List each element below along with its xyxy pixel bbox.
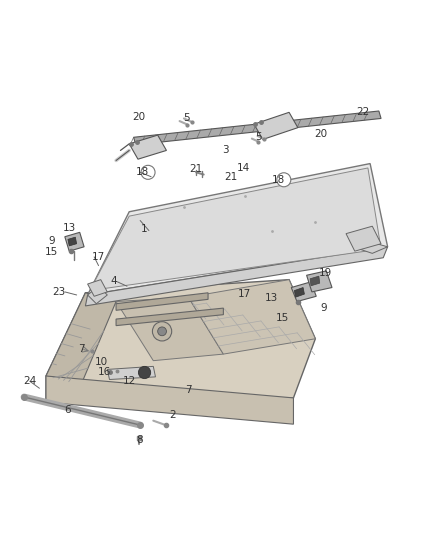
Polygon shape [65, 232, 84, 251]
Text: 3: 3 [222, 146, 229, 156]
Polygon shape [85, 247, 388, 306]
Text: 5: 5 [255, 132, 262, 142]
Text: 14: 14 [237, 163, 250, 173]
Text: 13: 13 [265, 293, 278, 303]
Polygon shape [134, 111, 381, 145]
Text: 18: 18 [272, 175, 285, 185]
Circle shape [138, 366, 151, 378]
Text: 8: 8 [136, 434, 143, 445]
Text: 20: 20 [133, 112, 146, 122]
Text: 21: 21 [190, 164, 203, 174]
Text: 5: 5 [183, 114, 190, 124]
Polygon shape [129, 135, 166, 159]
Text: 19: 19 [318, 268, 332, 278]
Text: 16: 16 [98, 367, 111, 377]
Text: 23: 23 [53, 287, 66, 297]
Text: 15: 15 [45, 247, 58, 257]
Circle shape [277, 173, 291, 187]
Polygon shape [46, 376, 293, 424]
Polygon shape [68, 237, 77, 246]
Polygon shape [90, 168, 381, 290]
Polygon shape [116, 297, 223, 361]
Polygon shape [294, 287, 304, 297]
Polygon shape [291, 282, 316, 302]
Polygon shape [107, 366, 155, 379]
Polygon shape [254, 112, 298, 140]
Text: 2: 2 [170, 410, 177, 421]
Text: 1: 1 [141, 224, 148, 235]
Text: 10: 10 [95, 357, 108, 367]
Polygon shape [346, 226, 381, 251]
Text: 12: 12 [123, 376, 136, 386]
Text: 15: 15 [276, 313, 289, 323]
Text: 24: 24 [23, 376, 36, 386]
Polygon shape [88, 164, 388, 295]
Polygon shape [46, 280, 315, 402]
Text: 22: 22 [356, 107, 369, 117]
Circle shape [158, 327, 166, 336]
Text: 21: 21 [225, 172, 238, 182]
Polygon shape [307, 271, 332, 292]
Text: 13: 13 [63, 223, 76, 233]
Text: 9: 9 [320, 303, 327, 313]
Circle shape [141, 165, 155, 179]
Text: 9: 9 [48, 236, 55, 246]
Circle shape [152, 322, 172, 341]
Text: 17: 17 [238, 289, 251, 298]
Polygon shape [116, 308, 223, 326]
Polygon shape [310, 276, 320, 286]
Polygon shape [188, 280, 315, 354]
Text: 7: 7 [185, 385, 192, 395]
Polygon shape [46, 293, 116, 385]
Text: 6: 6 [64, 405, 71, 415]
Polygon shape [88, 280, 107, 296]
Polygon shape [359, 244, 388, 253]
Text: 4: 4 [110, 276, 117, 286]
Text: 18: 18 [136, 167, 149, 177]
Text: 20: 20 [314, 129, 327, 139]
Polygon shape [88, 286, 107, 304]
Text: 17: 17 [92, 252, 105, 262]
Polygon shape [116, 293, 208, 310]
Text: 7: 7 [78, 344, 85, 354]
